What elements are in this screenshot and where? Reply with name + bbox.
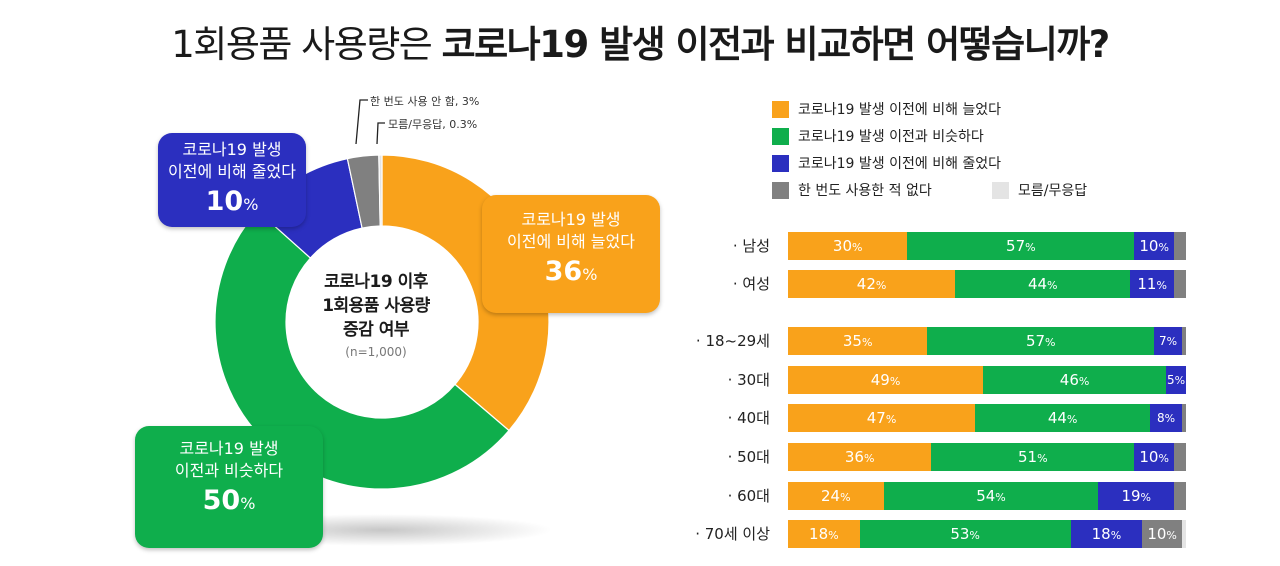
bar-segment-decrease: 8% xyxy=(1150,404,1182,432)
label-never: 한 번도 사용 안 함, 3% xyxy=(370,95,480,108)
legend-item-decrease: 코로나19 발생 이전에 비해 줄었다 xyxy=(772,155,1001,173)
bar-segment-increase: 24% xyxy=(788,482,884,510)
bar-segment-same: 46% xyxy=(983,366,1167,394)
bar-segment-decrease: 5% xyxy=(1166,366,1186,394)
bar-segment-increase: 18% xyxy=(788,520,860,548)
callout-increase-line-1: 코로나19 발생 xyxy=(521,210,621,229)
bar-segment-same: 57% xyxy=(907,232,1135,260)
center-line-1: 코로나19 이후 xyxy=(324,272,428,292)
bar-label-0: · 남성 xyxy=(732,237,770,255)
bar-row-0: 30% 57% 10% xyxy=(788,232,1186,260)
legend-swatch-same xyxy=(772,128,789,145)
bar-row-7: 18% 53% 18% 10% xyxy=(788,520,1186,548)
bar-row-5: 36% 51% 10% xyxy=(788,443,1186,471)
bar-segment-decrease: 11% xyxy=(1130,270,1175,298)
bar-segment-increase: 30% xyxy=(788,232,908,260)
bar-label-4: · 40대 xyxy=(727,409,770,427)
bar-segment-increase: 35% xyxy=(788,327,928,355)
bar-segment-same: 44% xyxy=(955,270,1131,298)
bar-segment-decrease: 19% xyxy=(1098,482,1175,510)
bar-label-5: · 50대 xyxy=(727,448,770,466)
bar-segment-same: 57% xyxy=(927,327,1155,355)
legend-swatch-decrease xyxy=(772,155,789,172)
legend-swatch-increase xyxy=(772,101,789,118)
legend-item-never: 한 번도 사용한 적 없다 xyxy=(772,182,932,200)
bar-segment-increase: 47% xyxy=(788,404,976,432)
bar-segment-never: 10% xyxy=(1142,520,1182,548)
bar-segment-increase: 36% xyxy=(788,443,932,471)
donut-chart xyxy=(212,99,552,546)
title-part2: 코로나19 발생 이전과 비교하면 어떻습니까? xyxy=(441,23,1111,66)
bar-row-2: 35% 57% 7% xyxy=(788,327,1186,355)
bar-segment-never xyxy=(1182,327,1186,355)
bar-segment-decrease: 10% xyxy=(1134,232,1175,260)
legend-swatch-unknown xyxy=(992,182,1009,199)
legend-item-same: 코로나19 발생 이전과 비슷하다 xyxy=(772,128,984,146)
callout-decrease: 코로나19 발생 이전에 비해 줄었다 10% xyxy=(158,133,306,227)
bar-segment-same: 51% xyxy=(931,443,1135,471)
legend-swatch-never xyxy=(772,182,789,199)
bar-segment-never xyxy=(1181,404,1186,432)
bar-segment-same: 44% xyxy=(975,404,1151,432)
legend: 코로나19 발생 이전에 비해 늘었다 코로나19 발생 이전과 비슷하다 코로… xyxy=(772,96,1192,208)
center-line-2: 1회용품 사용량 xyxy=(322,296,430,316)
slice-same xyxy=(214,209,510,490)
bar-row-1: 42% 44% 11% xyxy=(788,270,1186,298)
callout-same-value: 50% xyxy=(202,485,256,516)
bar-segment-never xyxy=(1174,443,1186,471)
callout-decrease-value: 10% xyxy=(205,186,259,217)
bar-label-2: · 18~29세 xyxy=(695,332,770,350)
bar-segment-never xyxy=(1174,270,1186,298)
legend-item-increase: 코로나19 발생 이전에 비해 늘었다 xyxy=(772,101,1001,119)
callout-same-line-2: 이전과 비슷하다 xyxy=(174,461,284,480)
bar-segment-increase: 42% xyxy=(788,270,956,298)
bar-segment-same: 54% xyxy=(883,482,1099,510)
bar-segment-decrease: 10% xyxy=(1134,443,1175,471)
bar-label-6: · 60대 xyxy=(727,487,770,505)
bar-row-4: 47% 44% 8% xyxy=(788,404,1186,432)
bar-label-1: · 여성 xyxy=(732,275,770,293)
bar-segment-decrease: 7% xyxy=(1154,327,1183,355)
legend-item-unknown: 모름/무응답 xyxy=(992,182,1087,200)
callout-decrease-line-1: 코로나19 발생 xyxy=(182,140,282,159)
leader-never xyxy=(355,99,368,145)
bar-segment-increase: 49% xyxy=(788,366,984,394)
callout-increase-line-2: 이전에 비해 늘었다 xyxy=(507,232,635,251)
title-part1: 1회용품 사용량은 xyxy=(171,23,442,66)
bar-segment-same: 53% xyxy=(859,520,1071,548)
bar-row-6: 24% 54% 19% xyxy=(788,482,1186,510)
bar-segment-decrease: 18% xyxy=(1070,520,1143,548)
label-unknown: 모름/무응답, 0.3% xyxy=(388,118,478,131)
chart-title: 1회용품 사용량은 코로나19 발생 이전과 비교하면 어떻습니까? xyxy=(0,14,1280,68)
sample-size: (n=1,000) xyxy=(345,345,407,359)
slice-unknown xyxy=(378,154,383,227)
bar-segment-never xyxy=(1174,232,1186,260)
donut-center-label: 코로나19 이후 1회용품 사용량 증감 여부 (n=1,000) xyxy=(296,270,456,359)
bar-segment-unknown xyxy=(1181,520,1186,548)
bar-segment-never xyxy=(1174,482,1186,510)
callout-same: 코로나19 발생 이전과 비슷하다 50% xyxy=(135,426,323,548)
center-line-3: 증감 여부 xyxy=(343,320,409,340)
callout-same-line-1: 코로나19 발생 xyxy=(179,439,279,458)
callout-increase: 코로나19 발생 이전에 비해 늘었다 36% xyxy=(482,195,660,313)
callout-decrease-line-2: 이전에 비해 줄었다 xyxy=(168,162,296,181)
bar-label-7: · 70세 이상 xyxy=(695,525,770,543)
leader-unknown xyxy=(376,122,385,145)
bar-label-3: · 30대 xyxy=(727,371,770,389)
callout-increase-value: 36% xyxy=(544,256,598,287)
bar-row-3: 49% 46% 5% xyxy=(788,366,1186,394)
